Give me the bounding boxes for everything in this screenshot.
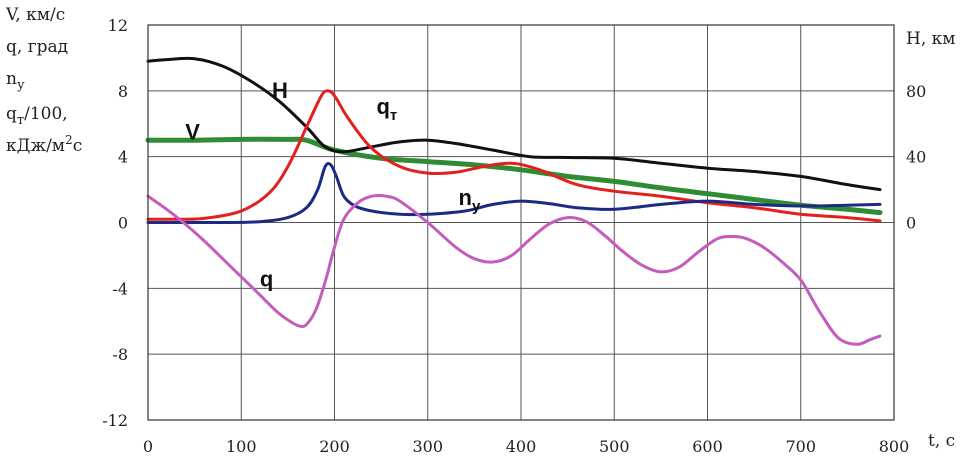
x-tick-label: 300: [412, 437, 443, 456]
y-left-label-1: V, км/с: [5, 5, 65, 25]
y-left-tick-label: 8: [118, 82, 128, 101]
y-left-tick-label: 12: [108, 16, 128, 35]
y-left-tick-label: -12: [102, 411, 128, 430]
tick-labels: 0 100 200 300 400 500 600 700 80012840-4-8-12804…: [102, 16, 926, 456]
y-right-tick-label: 0: [906, 214, 916, 233]
x-tick-label: 800: [879, 437, 910, 456]
annotation-qt: qт: [376, 94, 397, 124]
annotation-H: H: [272, 78, 288, 103]
x-tick-label: 600: [692, 437, 723, 456]
x-tick-label: 0: [143, 437, 153, 456]
annotation-ny: nу: [459, 185, 481, 215]
x-tick-label: 500: [599, 437, 630, 456]
x-tick-label: 200: [319, 437, 350, 456]
y-left-tick-label: -4: [112, 279, 128, 298]
y-left-label-2: q, град: [6, 37, 68, 57]
y-left-tick-label: 4: [118, 148, 128, 167]
plot-frame: [147, 24, 895, 421]
series-line-V: [145, 136, 883, 216]
annotation-V: V: [185, 119, 200, 144]
series-line-ny: [146, 162, 882, 225]
series-line-q: [146, 193, 882, 346]
y-left-tick-label: 0: [118, 214, 128, 233]
series-annotations: H Vqт nу q: [185, 78, 481, 291]
y-left-label-3: nу: [6, 69, 25, 93]
x-tick-label: 100: [226, 437, 257, 456]
y-left-label-4: qт/100,: [6, 104, 68, 128]
x-axis-label: t, c: [928, 431, 955, 451]
series-lines: [145, 56, 883, 346]
x-tick-label: 400: [506, 437, 537, 456]
y-left-label-5: кДж/м2с: [6, 133, 82, 156]
y-left-tick-label: -8: [112, 345, 128, 364]
y-right-tick-label: 40: [906, 148, 926, 167]
y-right-label: H, км: [906, 29, 955, 49]
series-line-H: [146, 56, 882, 192]
y-right-tick-label: 80: [906, 82, 926, 101]
x-tick-label: 700: [785, 437, 816, 456]
annotation-q: q: [260, 267, 273, 292]
